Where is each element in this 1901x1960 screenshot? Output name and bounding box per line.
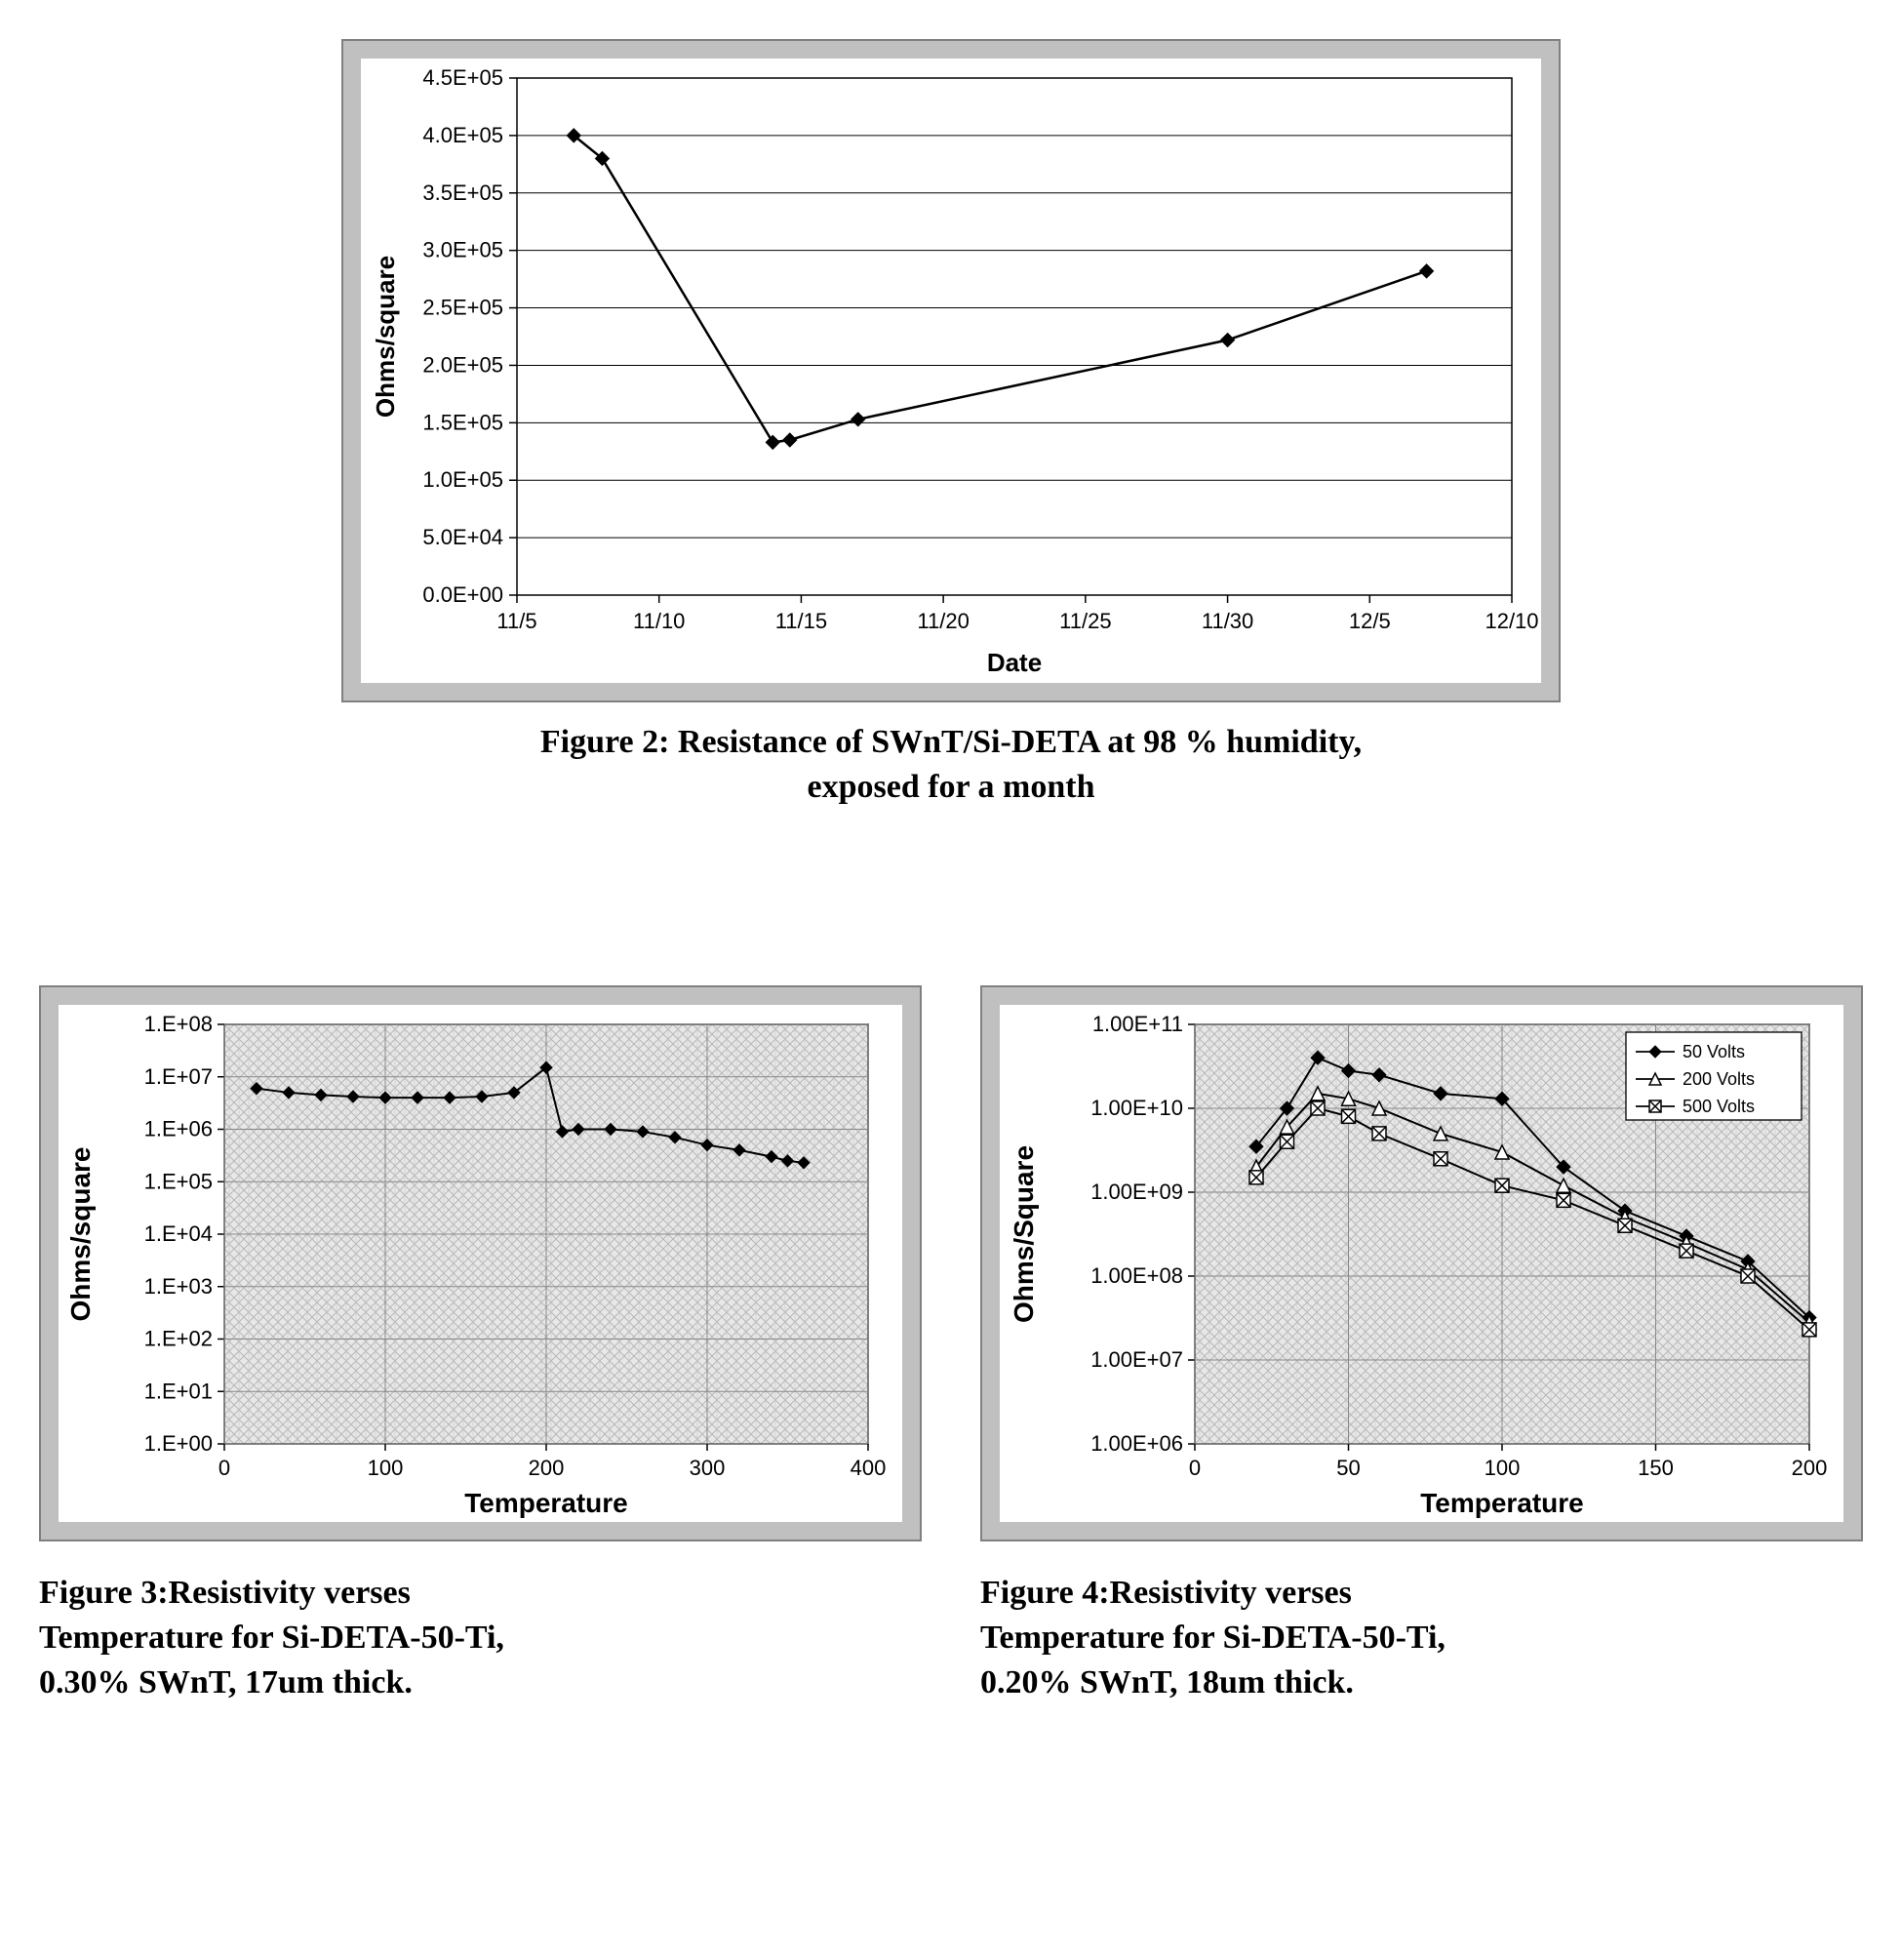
svg-text:4.0E+05: 4.0E+05 — [422, 123, 503, 147]
svg-text:1.00E+08: 1.00E+08 — [1090, 1263, 1183, 1288]
svg-text:300: 300 — [690, 1456, 726, 1480]
svg-text:0.0E+00: 0.0E+00 — [422, 582, 503, 607]
figure-2-chart: 0.0E+00 5.0E+04 1.0E+05 1.5E+05 2.0E+05 2.5E+… — [361, 59, 1541, 683]
svg-text:1.00E+06: 1.00E+06 — [1090, 1431, 1183, 1456]
svg-text:3.0E+05: 3.0E+05 — [422, 238, 503, 262]
svg-text:1.E+01: 1.E+01 — [144, 1379, 213, 1403]
svg-text:1.0E+05: 1.0E+05 — [422, 467, 503, 492]
svg-text:1.00E+07: 1.00E+07 — [1090, 1347, 1183, 1372]
svg-text:50: 50 — [1336, 1456, 1360, 1480]
svg-text:Date: Date — [987, 648, 1042, 677]
svg-text:0: 0 — [1189, 1456, 1201, 1480]
figure-4: 1.00E+06 1.00E+07 1.00E+08 1.00E+09 1.00E+10… — [980, 985, 1863, 1705]
svg-text:1.E+05: 1.E+05 — [144, 1169, 213, 1193]
svg-text:5.0E+04: 5.0E+04 — [422, 525, 503, 549]
svg-text:200 Volts: 200 Volts — [1683, 1069, 1755, 1089]
svg-text:12/5: 12/5 — [1349, 609, 1391, 633]
svg-text:1.E+00: 1.E+00 — [144, 1431, 213, 1456]
svg-text:50 Volts: 50 Volts — [1683, 1042, 1745, 1061]
svg-text:11/5: 11/5 — [496, 609, 536, 633]
svg-text:200: 200 — [529, 1456, 565, 1480]
svg-text:1.5E+05: 1.5E+05 — [422, 410, 503, 434]
svg-text:11/25: 11/25 — [1059, 609, 1111, 633]
figure-2-caption-line2: exposed for a month — [808, 769, 1095, 805]
svg-text:2.0E+05: 2.0E+05 — [422, 352, 503, 377]
figure-4-caption-line1: Figure 4:Resistivity verses — [980, 1575, 1352, 1611]
figure-3-chart: 1.E+00 1.E+01 1.E+02 1.E+03 1.E+04 1.E+05 1.E+… — [59, 1005, 888, 1522]
svg-text:1.E+04: 1.E+04 — [144, 1221, 213, 1246]
figure-3: 1.E+00 1.E+01 1.E+02 1.E+03 1.E+04 1.E+05 1.E+… — [39, 985, 922, 1705]
svg-text:3.5E+05: 3.5E+05 — [422, 180, 503, 205]
figure-3-caption-line1: Figure 3:Resistivity verses — [39, 1575, 411, 1611]
figure-4-frame: 1.00E+06 1.00E+07 1.00E+08 1.00E+09 1.00E+10… — [980, 985, 1863, 1541]
svg-text:Temperature: Temperature — [1420, 1488, 1584, 1518]
figure-4-chart: 1.00E+06 1.00E+07 1.00E+08 1.00E+09 1.00E+10… — [1000, 1005, 1829, 1522]
svg-text:2.5E+05: 2.5E+05 — [422, 296, 503, 320]
svg-text:100: 100 — [1485, 1456, 1521, 1480]
svg-text:Ohms/Square: Ohms/Square — [1009, 1145, 1039, 1323]
svg-text:400: 400 — [851, 1456, 887, 1480]
svg-text:1.00E+10: 1.00E+10 — [1090, 1096, 1183, 1120]
svg-text:200: 200 — [1792, 1456, 1828, 1480]
svg-text:1.00E+11: 1.00E+11 — [1092, 1012, 1183, 1036]
svg-text:1.E+07: 1.E+07 — [144, 1064, 213, 1089]
svg-text:11/10: 11/10 — [633, 609, 685, 633]
svg-text:0: 0 — [218, 1456, 230, 1480]
svg-text:11/15: 11/15 — [775, 609, 827, 633]
figure-4-caption: Figure 4:Resistivity verses Temperature … — [980, 1571, 1863, 1705]
figure-3-caption: Figure 3:Resistivity verses Temperature … — [39, 1571, 922, 1705]
figure-2-caption: Figure 2: Resistance of SWnT/Si-DETA at … — [341, 720, 1561, 810]
svg-text:11/30: 11/30 — [1202, 609, 1253, 633]
figure-2-caption-line1: Figure 2: Resistance of SWnT/Si-DETA at … — [540, 724, 1362, 760]
figure-2: 0.0E+00 5.0E+04 1.0E+05 1.5E+05 2.0E+05 2.5E+… — [341, 39, 1561, 810]
figure-2-frame: 0.0E+00 5.0E+04 1.0E+05 1.5E+05 2.0E+05 2.5E+… — [341, 39, 1561, 702]
figure-3-caption-line2: Temperature for Si-DETA-50-Ti, — [39, 1620, 504, 1656]
svg-text:100: 100 — [368, 1456, 404, 1480]
svg-text:Temperature: Temperature — [464, 1488, 628, 1518]
svg-text:500 Volts: 500 Volts — [1683, 1097, 1755, 1116]
svg-text:Ohms/square: Ohms/square — [65, 1146, 96, 1321]
svg-text:11/20: 11/20 — [917, 609, 969, 633]
svg-text:1.E+06: 1.E+06 — [144, 1116, 213, 1140]
svg-text:1.E+03: 1.E+03 — [144, 1274, 213, 1299]
svg-text:1.00E+09: 1.00E+09 — [1090, 1180, 1183, 1204]
svg-text:Ohms/square: Ohms/square — [371, 256, 400, 418]
svg-text:1.E+02: 1.E+02 — [144, 1326, 213, 1350]
figure-4-caption-line3: 0.20% SWnT, 18um thick. — [980, 1664, 1354, 1700]
figure-3-caption-line3: 0.30% SWnT, 17um thick. — [39, 1664, 413, 1700]
svg-text:150: 150 — [1638, 1456, 1674, 1480]
figure-3-frame: 1.E+00 1.E+01 1.E+02 1.E+03 1.E+04 1.E+05 1.E+… — [39, 985, 922, 1541]
svg-text:12/10: 12/10 — [1485, 609, 1538, 633]
svg-text:4.5E+05: 4.5E+05 — [422, 65, 503, 90]
svg-text:1.E+08: 1.E+08 — [144, 1012, 213, 1036]
figure-4-caption-line2: Temperature for Si-DETA-50-Ti, — [980, 1620, 1446, 1656]
